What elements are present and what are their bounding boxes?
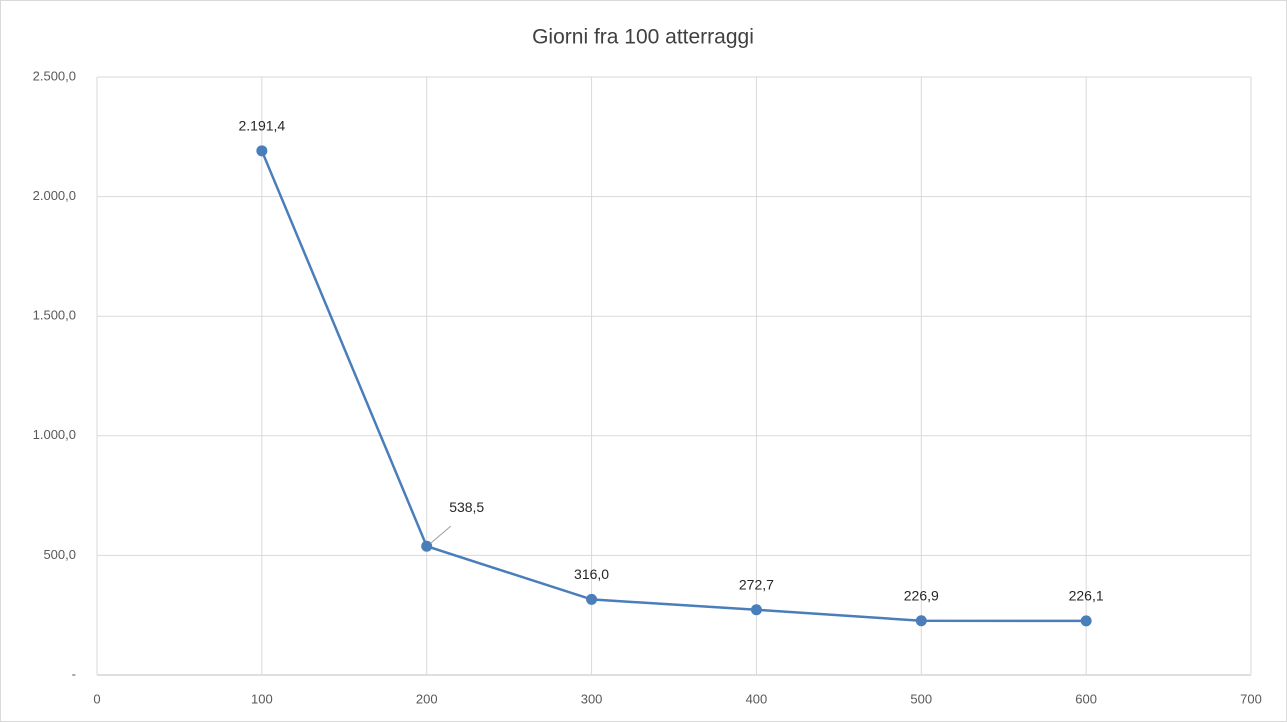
- y-tick-label: 1.000,0: [33, 427, 76, 442]
- data-point: [421, 540, 433, 552]
- y-tick-label: 1.500,0: [33, 308, 76, 323]
- data-label: 2.191,4: [238, 118, 285, 134]
- chart-title: Giorni fra 100 atterraggi: [532, 26, 754, 49]
- x-tick-label: 500: [910, 691, 932, 706]
- y-tick-label: 2.500,0: [33, 68, 76, 83]
- data-point: [1080, 615, 1092, 627]
- data-point: [750, 604, 762, 616]
- data-point: [586, 593, 598, 605]
- leader-line: [430, 525, 452, 544]
- data-label: 316,0: [574, 566, 609, 582]
- y-tick-label: 2.000,0: [33, 188, 76, 203]
- x-tick-label: 200: [416, 691, 438, 706]
- data-label: 272,7: [739, 576, 774, 592]
- data-point: [915, 615, 927, 627]
- x-tick-label: 400: [746, 691, 768, 706]
- x-tick-label: 100: [251, 691, 273, 706]
- data-label: 538,5: [449, 499, 484, 515]
- y-tick-label: 500,0: [43, 547, 76, 562]
- data-line: [260, 150, 1087, 623]
- x-tick-label: 0: [93, 691, 100, 706]
- data-point: [256, 145, 268, 157]
- x-tick-label: 300: [581, 691, 603, 706]
- x-tick-label: 700: [1240, 691, 1262, 706]
- x-tick-label: 600: [1075, 691, 1097, 706]
- data-label: 226,1: [1069, 588, 1104, 604]
- data-label: 226,9: [904, 587, 939, 603]
- y-tick-label: -: [72, 666, 76, 681]
